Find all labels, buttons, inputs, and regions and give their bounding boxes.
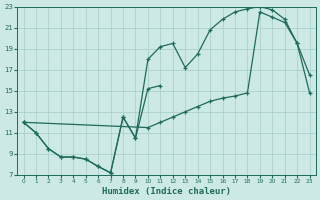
X-axis label: Humidex (Indice chaleur): Humidex (Indice chaleur) [102, 187, 231, 196]
